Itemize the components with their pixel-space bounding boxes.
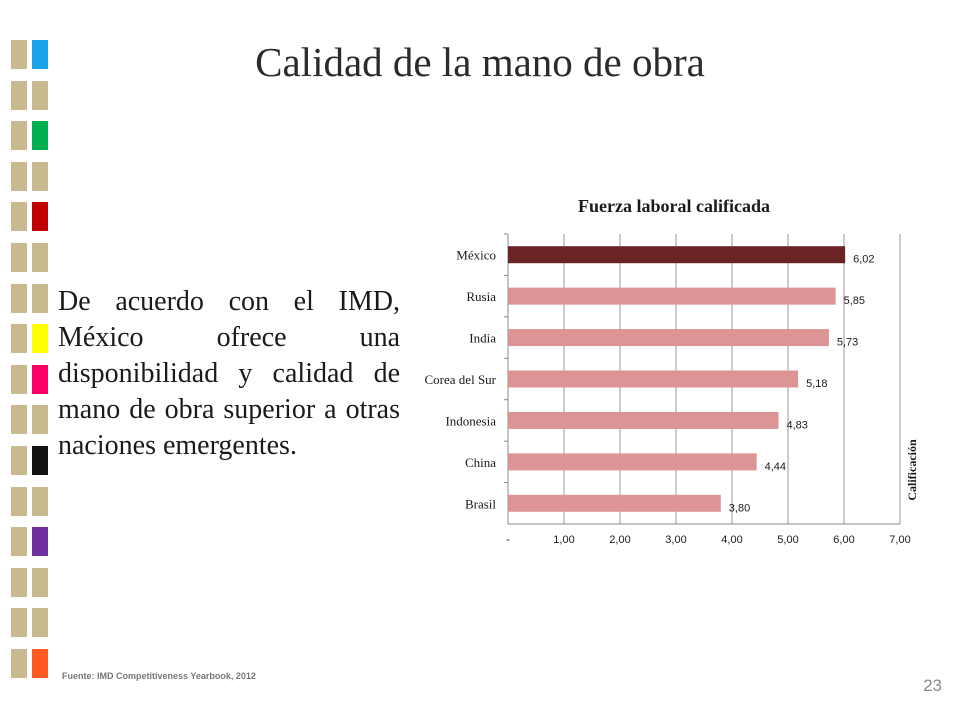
deco-square [11, 161, 27, 191]
data-label: 5,85 [844, 295, 865, 307]
category-label: México [456, 248, 496, 263]
page-number: 23 [923, 676, 942, 695]
axis-label: Calificación [905, 439, 919, 501]
deco-square [32, 283, 48, 313]
deco-square [11, 283, 27, 313]
category-label: China [465, 455, 496, 470]
chart-title: Fuerza laboral calificada [578, 196, 770, 216]
source-note: Fuente: IMD Competitiveness Yearbook, 20… [62, 671, 256, 681]
data-label: 3,80 [729, 502, 750, 514]
category-label: Indonesia [445, 413, 496, 428]
data-label: 5,73 [837, 337, 858, 349]
deco-square [11, 243, 27, 272]
deco-square [11, 649, 27, 678]
x-tick-label: 5,00 [777, 534, 798, 546]
deco-square [11, 405, 27, 435]
deco-square [11, 486, 27, 516]
deco-square [32, 405, 48, 435]
bar [508, 411, 779, 429]
deco-square [11, 608, 27, 638]
deco-square [11, 121, 27, 151]
bar [508, 453, 757, 471]
data-label: 6,02 [853, 254, 874, 266]
deco-square [11, 80, 27, 110]
bar [508, 329, 829, 347]
deco-square [32, 527, 48, 557]
deco-square [11, 527, 27, 557]
deco-square [11, 567, 27, 597]
deco-square [32, 80, 48, 110]
bar [508, 246, 846, 264]
x-tick-label: 1,00 [553, 534, 574, 546]
deco-square [32, 608, 48, 638]
decorative-squares [10, 40, 50, 680]
bar [508, 370, 799, 388]
category-label: Rusia [466, 289, 496, 304]
deco-square [32, 40, 48, 69]
slide-title: Calidad de la mano de obra [255, 39, 705, 85]
deco-square [32, 202, 48, 232]
data-label: 5,18 [806, 378, 827, 390]
deco-square [32, 161, 48, 191]
deco-square [11, 324, 27, 354]
bar [508, 287, 836, 305]
data-label: 4,44 [765, 461, 786, 473]
x-tick-label: - [506, 534, 510, 546]
deco-square [32, 364, 48, 394]
bar-chart: Fuerza laboral calificada México 6,02 Rusia… [425, 196, 919, 546]
deco-square [32, 567, 48, 597]
deco-square [11, 202, 27, 232]
bar [508, 494, 721, 512]
x-tick-label: 7,00 [889, 534, 910, 546]
deco-square [32, 649, 48, 678]
x-tick-label: 4,00 [721, 534, 742, 546]
category-label: Brasil [465, 496, 496, 511]
x-tick-label: 2,00 [609, 534, 630, 546]
deco-square [11, 364, 27, 394]
category-label: Corea del Sur [425, 372, 497, 387]
deco-square [32, 446, 48, 475]
deco-square [32, 486, 48, 516]
deco-square [32, 324, 48, 354]
deco-square [32, 121, 48, 151]
body-text: De acuerdo con el IMD, México ofrece una… [58, 286, 400, 461]
deco-square [11, 40, 27, 69]
deco-square [11, 446, 27, 475]
category-label: India [469, 331, 496, 346]
x-tick-label: 3,00 [665, 534, 686, 546]
deco-square [32, 243, 48, 272]
data-label: 4,83 [786, 419, 807, 431]
x-tick-label: 6,00 [833, 534, 854, 546]
